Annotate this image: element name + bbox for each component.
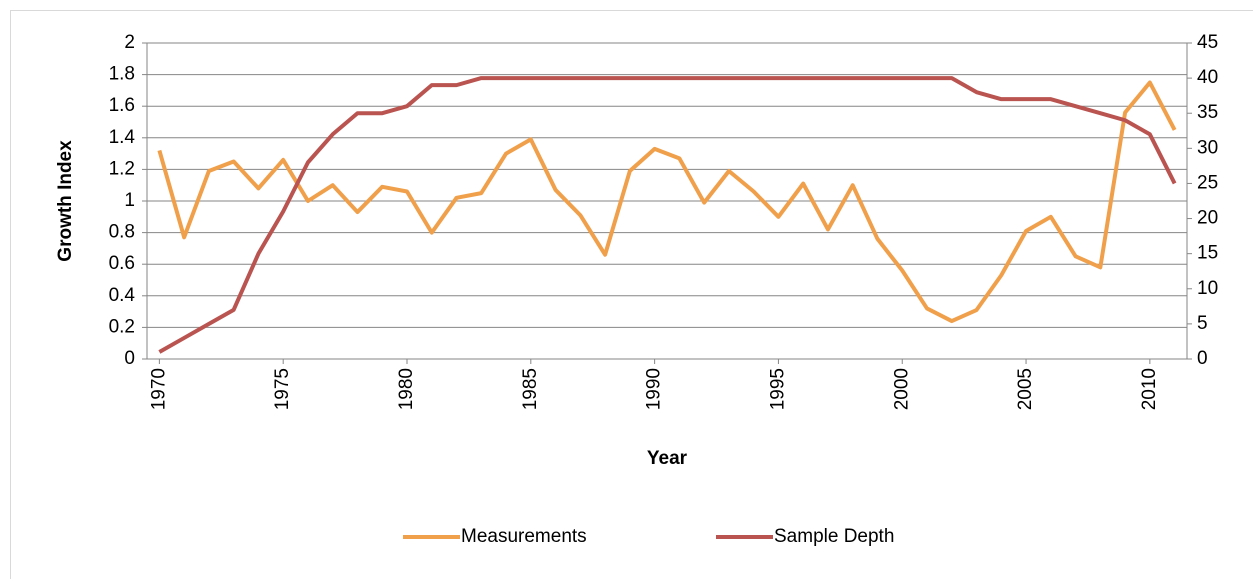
- y-tick-label: 0.2: [109, 316, 135, 337]
- y-tick-label: 2: [124, 32, 135, 53]
- y2-tick-label: 40: [1197, 67, 1218, 88]
- y2-tick-label: 20: [1197, 208, 1218, 229]
- y2-tick-label: 15: [1197, 243, 1218, 264]
- y2-tick-label: 45: [1197, 32, 1218, 53]
- x-tick-label: 1980: [396, 368, 417, 410]
- y-tick-label: 0.6: [109, 253, 135, 274]
- x-tick-label: 1970: [148, 368, 169, 410]
- x-tick-label: 2005: [1015, 368, 1036, 410]
- x-tick-label: 1985: [520, 368, 541, 410]
- y-tick-label: 1.6: [109, 95, 135, 116]
- y2-tick-label: 0: [1197, 348, 1208, 369]
- legend-label: Sample Depth: [774, 526, 894, 547]
- y-tick-label: 0: [124, 348, 135, 369]
- y2-tick-label: 35: [1197, 102, 1218, 123]
- x-tick-label: 1990: [644, 368, 665, 410]
- y-tick-label: 1.4: [109, 127, 136, 148]
- y-tick-label: 0.4: [109, 285, 136, 306]
- x-tick-label: 1975: [272, 368, 293, 410]
- y2-tick-label: 10: [1197, 278, 1218, 299]
- y-tick-label: 1.2: [109, 158, 135, 179]
- x-tick-label: 2010: [1139, 368, 1160, 410]
- x-tick-label: 2000: [891, 368, 912, 410]
- y-tick-label: 1.8: [109, 64, 135, 85]
- chart-frame: [11, 11, 1253, 580]
- y-tick-label: 0.8: [109, 222, 135, 243]
- y2-tick-label: 5: [1197, 313, 1208, 334]
- y2-tick-label: 30: [1197, 137, 1218, 158]
- y-axis-title: Growth Index: [55, 140, 76, 262]
- legend-label: Measurements: [461, 526, 587, 547]
- x-tick-label: 1995: [767, 368, 788, 410]
- y2-tick-label: 25: [1197, 172, 1218, 193]
- y-tick-label: 1: [124, 190, 135, 211]
- x-axis-title: Year: [647, 448, 688, 469]
